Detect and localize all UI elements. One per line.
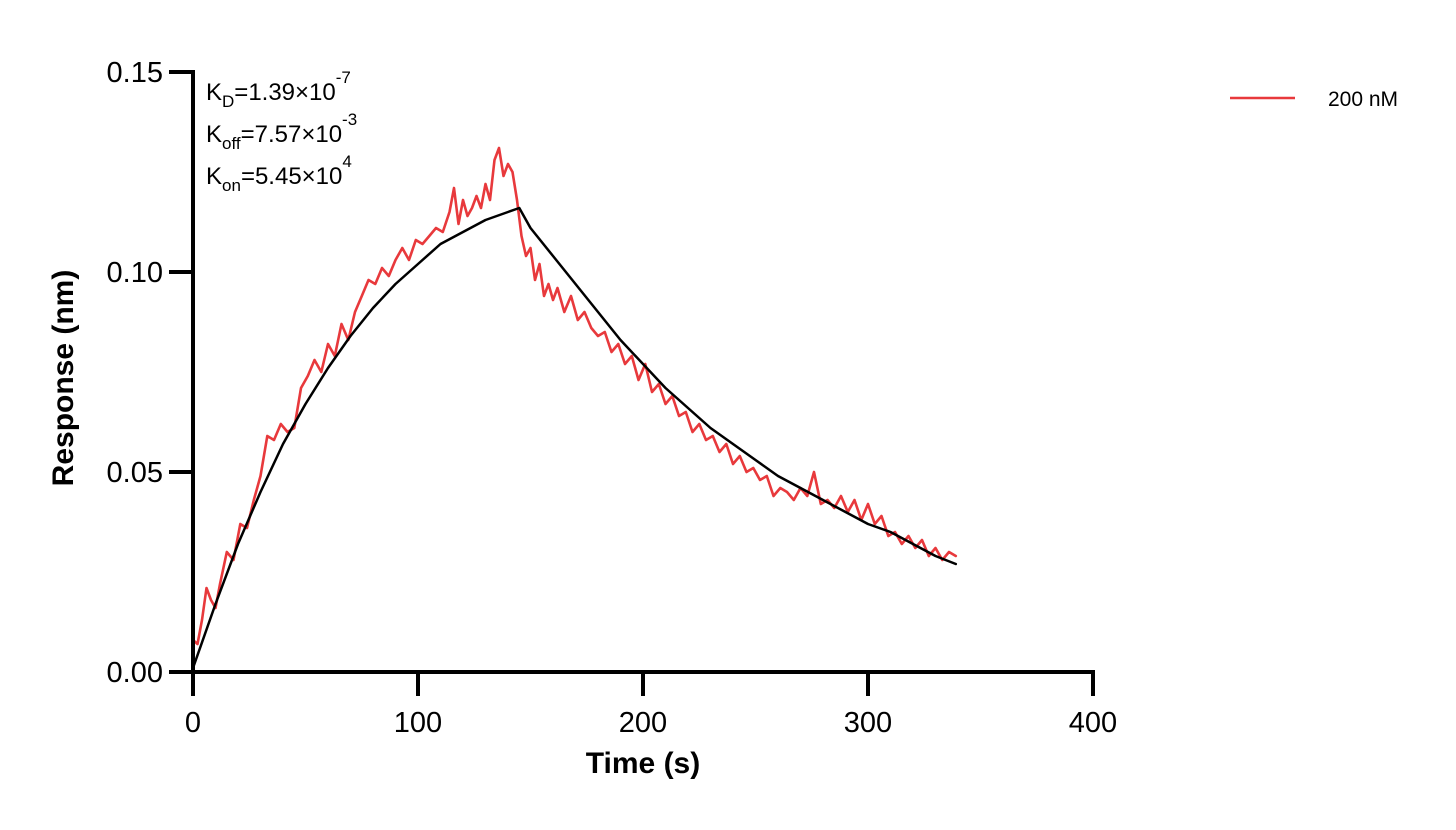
kinetic-constant-mid: =5.45×10 [241,163,342,190]
y-tick-label: 0.10 [107,257,163,289]
kinetic-constant-base: K [206,79,222,106]
x-tick-label: 200 [619,707,667,739]
measured-curve [191,146,958,646]
y-tick-label: 0.00 [107,657,163,689]
kinetic-constant-sup: -7 [336,68,351,87]
x-tick-label: 0 [185,707,201,739]
x-tick-label: 300 [844,707,892,739]
fit-curve [191,206,958,670]
kinetic-constant-sub: on [222,176,241,195]
legend: 200 nM [1230,88,1398,111]
kinetic-constant-mid: =1.39×10 [234,79,335,106]
y-axis-title: Response (nm) [47,270,80,487]
kinetic-constant-base: K [206,121,222,148]
kinetic-constant: Koff=7.57×10-3 [206,110,357,153]
kinetic-constant-sub: D [222,92,234,111]
kinetic-constant-mid: =7.57×10 [241,121,342,148]
kinetic-constant-sup: -3 [342,110,357,129]
kinetic-constant-sup: 4 [342,152,351,171]
kinetic-constant-base: K [206,163,222,190]
ticks-layer: 0 100 200 300 400 0.00 0.05 0.10 0.15 [107,57,1118,739]
legend-label: 200 nM [1328,88,1398,111]
y-tick-label: 0.05 [107,457,163,489]
kinetic-constant-sub: off [222,134,241,153]
kinetic-constant: KD=1.39×10-7 [206,68,351,111]
x-axis-title: Time (s) [586,747,700,780]
series-layer [191,146,958,670]
x-tick-label: 400 [1069,707,1117,739]
y-tick-label: 0.15 [107,57,163,89]
kinetic-constant: Kon=5.45×104 [206,152,352,195]
x-tick-label: 100 [394,707,442,739]
